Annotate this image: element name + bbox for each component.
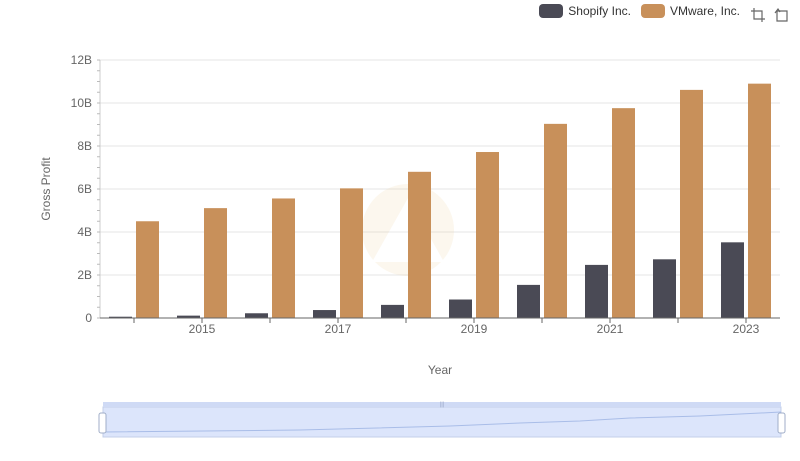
bar-shopify-2016[interactable] [245,313,268,318]
restore-icon[interactable] [774,7,790,23]
zoom-preview-line [102,411,782,433]
bar-shopify-2015[interactable] [177,315,200,318]
zoom-grip-icon: ||| [440,402,445,408]
bar-shopify-2018[interactable] [381,304,404,318]
y-tick-label: 10B [71,96,92,110]
y-tick-label: 12B [71,53,92,67]
bar-shopify-2014[interactable] [109,316,132,318]
y-tick-label: 6B [77,182,92,196]
zoom-top-bar[interactable] [103,402,781,407]
y-tick-label: 2B [77,268,92,282]
zoom-icon[interactable] [750,7,766,23]
bar-shopify-2022[interactable] [653,259,676,318]
zoom-track[interactable] [102,406,782,438]
y-axis-label: Gross Profit [39,157,53,221]
legend-swatch-vmware [640,4,665,18]
x-tick-label: 2021 [597,322,624,336]
x-axis-label: Year [428,363,452,377]
x-tick-label: 2023 [733,322,760,336]
y-tick-label: 0 [85,311,92,325]
bar-vmware-2023[interactable] [748,83,771,319]
legend-label-vmware: VMware, Inc. [669,4,740,18]
legend: Shopify Inc. VMware, Inc. [539,4,740,18]
bar-shopify-2023[interactable] [721,242,744,318]
x-tick-label: 2019 [461,322,488,336]
bar-vmware-2020[interactable] [544,123,567,318]
grid-lines [100,59,780,319]
y-tick-label: 4B [77,225,92,239]
bar-shopify-2017[interactable] [313,310,336,318]
bar-series [109,83,771,319]
bar-vmware-2022[interactable] [680,89,703,318]
bar-shopify-2021[interactable] [585,264,608,318]
legend-item-shopify[interactable]: Shopify Inc. [539,4,631,18]
legend-label-shopify: Shopify Inc. [568,4,631,18]
bar-vmware-2021[interactable] [612,108,635,318]
zoom-handle-right[interactable] [777,412,786,434]
y-tick-label: 8B [77,139,92,153]
bar-shopify-2019[interactable] [449,299,472,318]
bar-vmware-2014[interactable] [136,221,159,318]
toolbox [750,7,790,23]
x-tick-label: 2015 [189,322,216,336]
bar-vmware-2017[interactable] [340,188,363,318]
bar-vmware-2019[interactable] [476,152,499,318]
x-axis: 2015 2017 2019 2021 2023 [100,317,780,336]
zoom-handle-left[interactable] [98,412,107,434]
legend-item-vmware[interactable]: VMware, Inc. [640,4,740,18]
x-tick-label: 2017 [325,322,352,336]
bar-vmware-2016[interactable] [272,198,295,318]
bar-vmware-2015[interactable] [204,208,227,318]
bar-vmware-2018[interactable] [408,171,431,318]
bar-shopify-2020[interactable] [517,284,540,318]
data-zoom-slider[interactable]: ||| [98,402,786,438]
legend-swatch-shopify [539,4,564,18]
y-axis: 0 2B 4B 6B 8B 10B 12B [71,53,101,325]
